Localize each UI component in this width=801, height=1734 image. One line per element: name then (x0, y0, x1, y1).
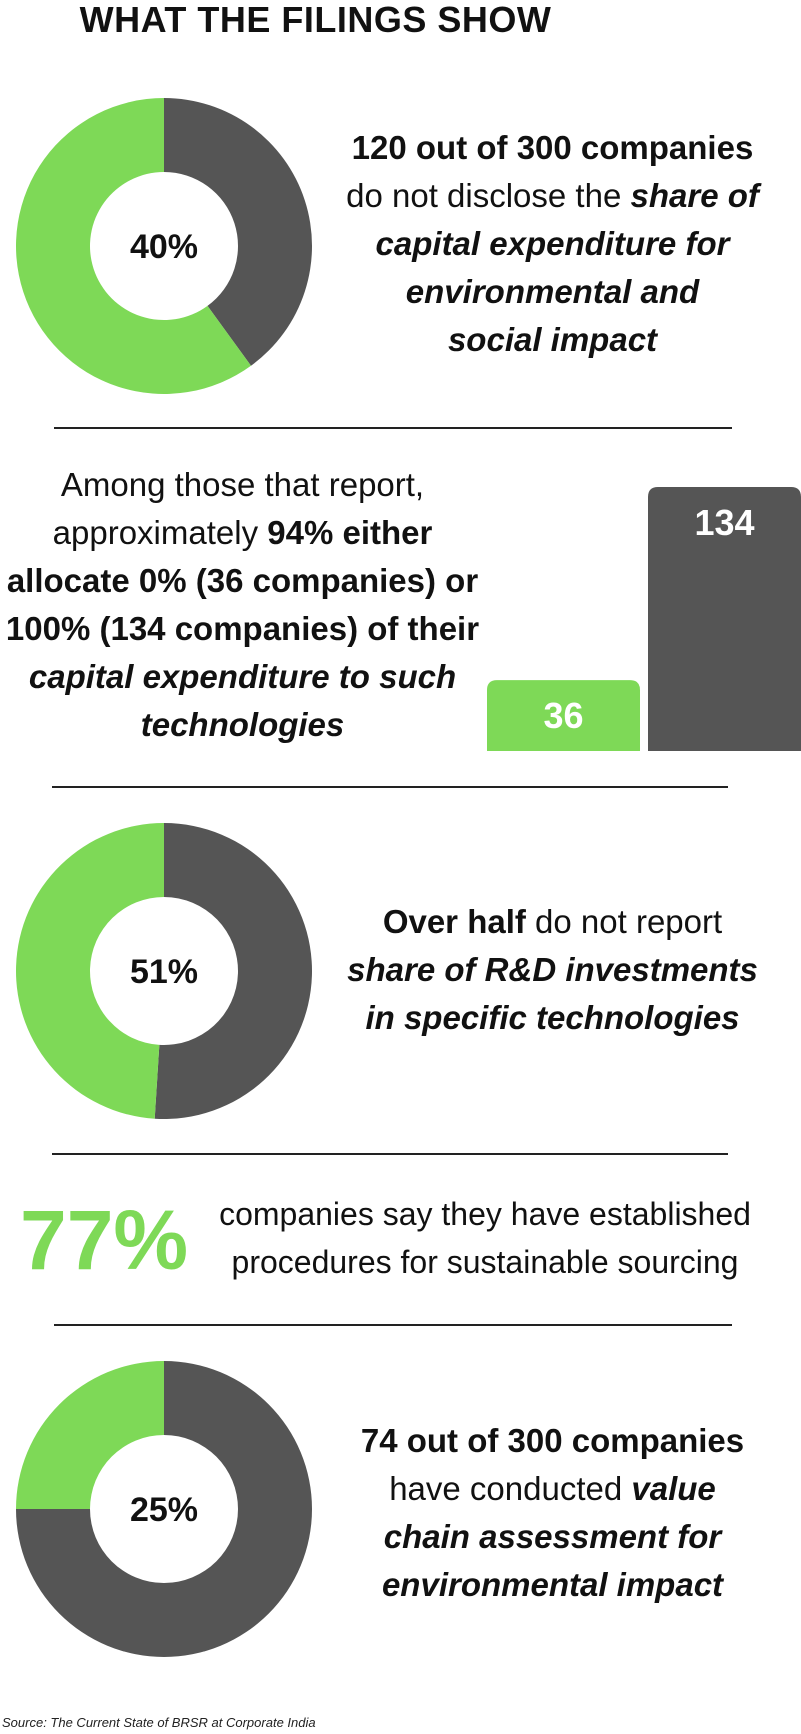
infographic-title: WHAT THE FILINGS SHOW (79, 0, 552, 40)
stat5-headline: 74 out of 300 companies (360, 1422, 745, 1459)
stat5-emphasis: value (631, 1470, 716, 1507)
stat5-emphasis-line3: chain assessment for (383, 1518, 722, 1555)
source-note: Source: The Current State of BRSR at Cor… (2, 1715, 316, 1730)
stat1-text: do not disclose the (346, 177, 631, 214)
stat-capex-allocation: Among those that report, approximately 9… (0, 461, 485, 749)
donut-slice (16, 1361, 312, 1657)
donut-slice (16, 98, 251, 394)
stat2-text: approximately (52, 514, 268, 551)
stat2-bold-line3: allocate 0% (36 companies) or (6, 562, 479, 599)
bar (487, 680, 640, 751)
divider (54, 1324, 732, 1326)
donut-chart-capex-disclosure: 40% (16, 98, 312, 394)
stat2-bold: 94% either (267, 514, 433, 551)
donut-center-label: 25% (130, 1491, 198, 1529)
stat4-line2: procedures for sustainable sourcing (231, 1244, 739, 1280)
stat3-bold: Over half (382, 903, 526, 940)
donut-chart-value-chain: 25% (16, 1361, 312, 1657)
stat1-emphasis-line3: capital expenditure for (375, 225, 730, 262)
divider (52, 786, 728, 788)
stat2-bold-line4: 100% (134 companies) of their (5, 610, 480, 647)
donut-center-label: 40% (130, 228, 198, 266)
stat2-emphasis-line6: technologies (140, 706, 345, 743)
stat3-text: do not report (525, 903, 723, 940)
stat-value-chain: 74 out of 300 companies have conducted v… (330, 1417, 775, 1609)
donut-center-label: 51% (130, 953, 198, 991)
stat3-emphasis-line3: in specific technologies (365, 999, 740, 1036)
donut-slice (16, 1361, 164, 1509)
stat5-emphasis-line4: environmental impact (381, 1566, 724, 1603)
stat5-text: have conducted (389, 1470, 632, 1507)
bar-chart-capex-allocation: 36 134 (487, 487, 801, 751)
divider (54, 427, 732, 429)
stat-capex-disclosure: 120 out of 300 companies do not disclose… (330, 124, 775, 364)
stat2-line1: Among those that report, (60, 466, 425, 503)
donut-chart-rd-reporting: 51% (16, 823, 312, 1119)
bar (648, 487, 801, 751)
donut-slice (16, 823, 165, 1119)
stat1-headline: 120 out of 300 companies (351, 129, 754, 166)
donut-slice (154, 823, 312, 1119)
bar-data-label: 134 (694, 502, 754, 543)
divider (52, 1153, 728, 1155)
stat-sustainable-sourcing: companies say they have established proc… (190, 1190, 780, 1286)
stat1-emphasis: share of (630, 177, 759, 214)
stat2-emphasis-line5: capital expenditure to such (28, 658, 457, 695)
stat-rd-reporting: Over half do not report share of R&D inv… (330, 898, 775, 1042)
stat1-emphasis-line4: environmental and (405, 273, 700, 310)
sourcing-percent: 77% (20, 1193, 189, 1287)
donut-slice (164, 98, 312, 366)
bar-data-label: 36 (543, 695, 583, 736)
stat1-emphasis-line5: social impact (447, 321, 658, 358)
stat3-emphasis-line2: share of R&D investments (347, 951, 758, 988)
stat4-line1: companies say they have established (219, 1196, 751, 1232)
